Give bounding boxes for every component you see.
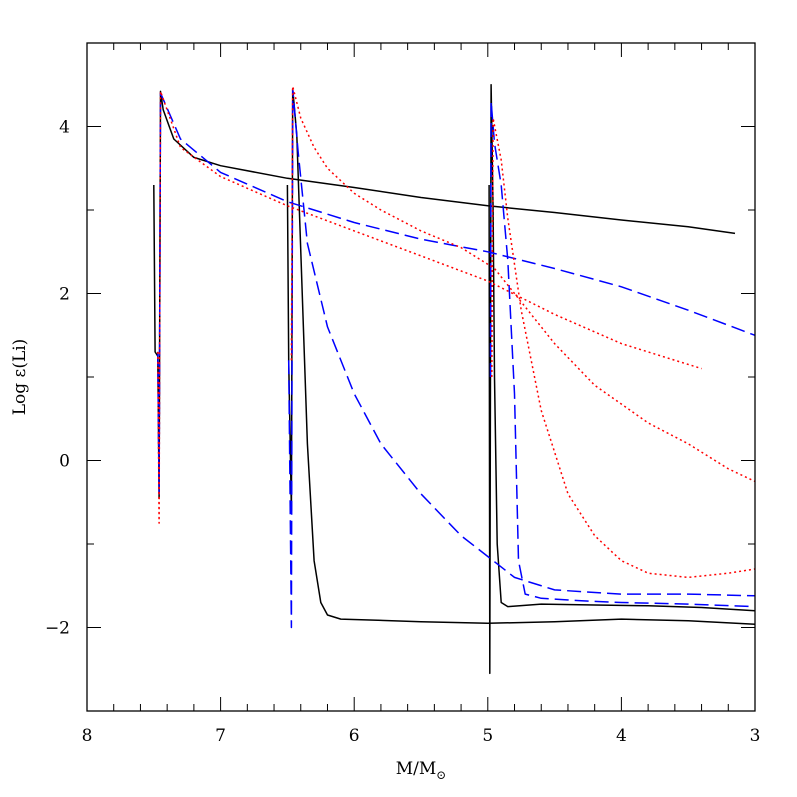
series-line-4: [157, 92, 756, 495]
series-line-8: [290, 85, 756, 483]
y-axis-title: Log ε(Li): [10, 339, 30, 416]
series-line-3: [488, 84, 756, 675]
x-tick-label: 8: [82, 726, 93, 746]
axis-ticks: [86, 42, 756, 712]
y-tick-labels: −2 0 2 4: [45, 118, 70, 639]
x-tick-label: 3: [750, 726, 761, 746]
plot-lines: [153, 84, 756, 675]
series-line-1: [153, 90, 736, 499]
series-line-2: [286, 88, 756, 625]
plot-frame: [86, 42, 756, 712]
y-tick-label: 4: [59, 118, 70, 138]
series-line-7: [157, 90, 702, 524]
sun-symbol: ⊙: [436, 768, 446, 782]
x-tick-label: 5: [482, 726, 493, 746]
x-tick-label: 4: [616, 726, 627, 746]
x-tick-labels: 8 7 6 5 4 3: [82, 726, 761, 746]
series-line-9: [491, 117, 756, 579]
series-line-5: [287, 88, 756, 629]
x-tick-label: 6: [349, 726, 360, 746]
y-tick-label: −2: [45, 619, 70, 639]
y-tick-label: 2: [59, 285, 70, 305]
y-tick-label: 0: [59, 452, 70, 472]
x-axis-title: M/M⊙: [396, 759, 447, 782]
series-line-6: [489, 100, 756, 608]
x-tick-label: 7: [215, 726, 226, 746]
